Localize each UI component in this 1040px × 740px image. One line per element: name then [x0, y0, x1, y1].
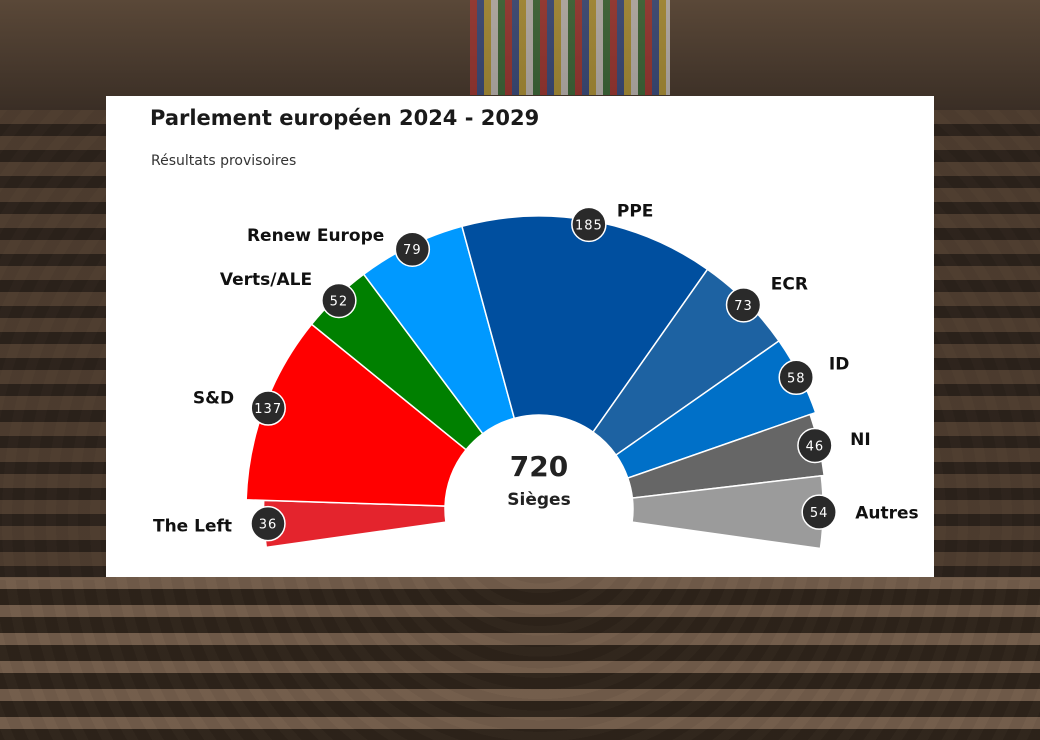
party-label-ppe: PPE [617, 201, 654, 221]
badge-circle [801, 494, 837, 530]
badge-renew-europe: 79 [394, 231, 431, 267]
labels-group: The Left S&D Verts/ALE Renew Europe PPE ECR ID… [153, 201, 919, 536]
party-label-s-d: S&D [193, 389, 234, 409]
total-seats-label: Sièges [507, 490, 570, 510]
party-label-verts-ale: Verts/ALE [220, 270, 312, 290]
badge-ni: 46 [797, 427, 833, 464]
chart-title: Parlement européen 2024 - 2029 [150, 106, 540, 130]
seat-count-ni: 46 [806, 439, 825, 454]
badge-circle [394, 231, 431, 267]
badge-circle [778, 359, 814, 396]
badge-circle [797, 427, 833, 464]
badge-circle [321, 282, 357, 319]
party-label-autres: Autres [855, 504, 918, 524]
badge-circle [250, 505, 286, 542]
seat-count-autres: 54 [810, 506, 829, 521]
total-seats-value: 720 [510, 450, 568, 483]
party-label-renew-europe: Renew Europe [247, 226, 384, 246]
party-label-the-left: The Left [153, 516, 232, 536]
seat-count-id: 58 [787, 371, 806, 386]
seat-count-renew-europe: 79 [403, 243, 422, 258]
slices-group [245, 215, 826, 550]
badge-autres: 54 [801, 494, 837, 530]
background-seats-right [934, 110, 1040, 580]
party-label-id: ID [829, 355, 849, 375]
seat-count-ppe: 185 [575, 218, 603, 233]
party-label-ecr: ECR [771, 275, 808, 295]
chart-subtitle: Résultats provisoires [151, 153, 297, 169]
badge-circle [725, 287, 762, 323]
badge-circle [250, 390, 286, 426]
badge-ecr: 73 [725, 287, 762, 323]
chart-card: Parlement européen 2024 - 2029 Résultats… [106, 96, 934, 577]
slice-the-left [262, 499, 447, 549]
badges-group: 36 137 52 79 185 73 58 46 54 [250, 206, 837, 542]
badge-s-d: 137 [250, 390, 286, 426]
slice-s-d [245, 323, 468, 507]
badge-circle [571, 206, 607, 243]
seat-count-the-left: 36 [259, 518, 278, 533]
badge-verts-ale: 52 [321, 282, 357, 319]
party-label-ni: NI [850, 430, 871, 450]
hemicycle-chart: The Left S&D Verts/ALE Renew Europe PPE ECR ID… [153, 201, 919, 550]
seat-count-verts-ale: 52 [330, 295, 349, 310]
badge-ppe: 185 [571, 206, 607, 243]
slice-ppe [461, 215, 709, 434]
badge-the-left: 36 [250, 505, 286, 542]
seat-count-ecr: 73 [734, 299, 753, 314]
slice-id [614, 339, 817, 480]
seat-count-s-d: 137 [254, 402, 282, 417]
background-seats-left [0, 110, 106, 580]
badge-id: 58 [778, 359, 814, 396]
background-flags [470, 0, 670, 95]
background-seats-bottom [0, 577, 1040, 740]
